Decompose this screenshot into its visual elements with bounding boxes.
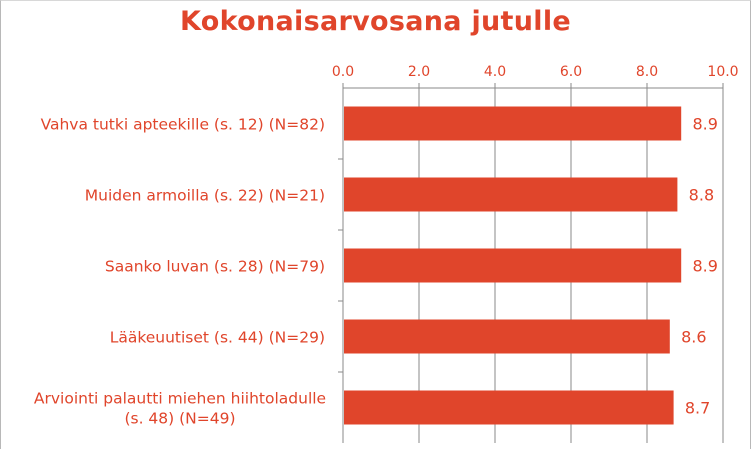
- chart-title: Kokonaisarvosana jutulle: [180, 6, 571, 37]
- data-label: 8.9: [692, 257, 717, 276]
- x-tick-label: 10.0: [707, 64, 738, 80]
- x-tick-label: 8.0: [636, 64, 658, 80]
- bar: [344, 390, 674, 425]
- category-label: Arviointi palautti miehen hiihtoladulle: [34, 390, 326, 408]
- x-tick-label: 0.0: [332, 64, 354, 80]
- category-label: (s. 48) (N=49): [124, 410, 235, 428]
- category-label: Vahva tutki apteekille (s. 12) (N=82): [41, 116, 325, 134]
- data-label: 8.6: [681, 328, 706, 347]
- bar: [344, 248, 682, 283]
- bar: [344, 106, 682, 141]
- bar: [344, 177, 678, 212]
- bar: [344, 319, 670, 354]
- category-label: Muiden armoilla (s. 22) (N=21): [85, 187, 325, 205]
- data-label: 8.8: [689, 186, 714, 205]
- x-tick-label: 2.0: [408, 64, 430, 80]
- data-label: 8.7: [685, 399, 710, 418]
- category-label: Saanko luvan (s. 28) (N=79): [105, 258, 325, 276]
- x-tick-label: 6.0: [560, 64, 582, 80]
- x-tick-label: 4.0: [484, 64, 506, 80]
- data-label: 8.9: [692, 115, 717, 134]
- category-label: Lääkeuutiset (s. 44) (N=29): [110, 329, 325, 347]
